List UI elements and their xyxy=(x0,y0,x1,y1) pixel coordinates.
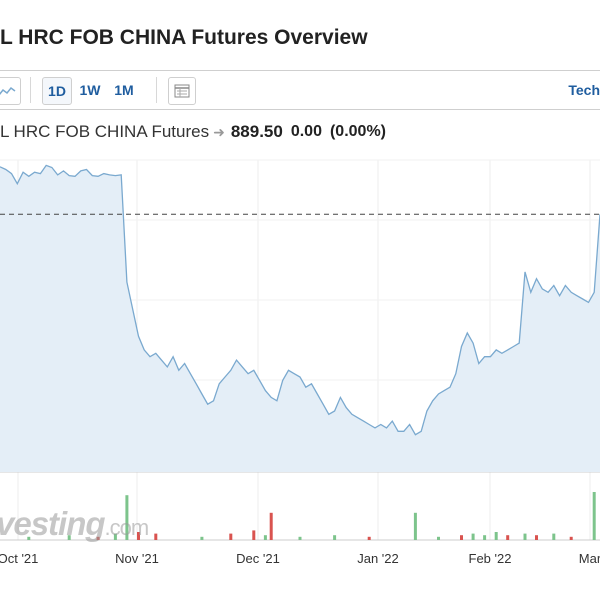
volume-bar xyxy=(494,532,498,540)
quote-header: L HRC FOB CHINA Futures ➜ 889.50 0.00 (0… xyxy=(0,122,386,142)
toolbar-divider xyxy=(30,77,31,103)
price-area xyxy=(0,164,600,472)
volume-bar xyxy=(535,535,538,540)
last-price: 889.50 xyxy=(230,122,283,141)
volume-bar xyxy=(125,495,129,540)
volume-bar xyxy=(252,530,256,540)
chart-type-button[interactable] xyxy=(0,77,21,105)
x-axis-tick-label: Jan '22 xyxy=(357,551,399,566)
toolbar-divider xyxy=(156,77,157,103)
volume-bar xyxy=(333,535,337,540)
price-line xyxy=(0,164,600,436)
volume-bar xyxy=(200,536,204,540)
x-axis-tick-label: Dec '21 xyxy=(236,551,280,566)
volume-bar xyxy=(113,533,117,540)
volume-bar xyxy=(367,536,371,540)
volume-bar xyxy=(471,533,475,540)
price-change-percent: (0.00%) xyxy=(329,123,386,140)
instrument-name: L HRC FOB CHINA Futures xyxy=(0,122,210,141)
x-axis-tick-label: Nov '21 xyxy=(115,551,159,566)
timeframe-1d-button[interactable]: 1D xyxy=(42,77,72,105)
volume-bar xyxy=(552,533,556,540)
volume-bar xyxy=(437,536,440,540)
volume-bar xyxy=(96,536,100,540)
volume-bar xyxy=(413,512,417,540)
price-area-fill xyxy=(0,165,600,472)
chart-toolbar: 1D 1W 1M Tech xyxy=(0,70,600,110)
area-chart-icon xyxy=(0,86,16,95)
price-change: 0.00 xyxy=(290,123,322,140)
volume-bar xyxy=(506,535,510,540)
x-axis: Oct '21 Nov '21 Dec '21 Jan '22 Feb '22 Mar xyxy=(0,551,600,566)
table-view-button[interactable] xyxy=(168,77,196,105)
volume-bar xyxy=(460,535,463,540)
page-title: L HRC FOB CHINA Futures Overview xyxy=(0,26,368,49)
x-axis-tick-label: Oct '21 xyxy=(0,551,38,566)
volume-bar xyxy=(269,512,273,540)
volume-bar xyxy=(483,535,487,540)
investing-watermark-logo: vesting.com xyxy=(0,505,149,542)
volume-bar xyxy=(67,535,71,540)
volume-bar xyxy=(592,492,596,540)
volume-bar xyxy=(137,532,140,540)
volume-bars xyxy=(27,492,596,540)
x-axis-tick-label: Feb '22 xyxy=(469,551,512,566)
volume-bar xyxy=(263,535,267,540)
volume-bar xyxy=(298,536,302,540)
right-arrow-icon: ➜ xyxy=(213,123,225,140)
volume-bar xyxy=(523,533,527,540)
volume-bar xyxy=(27,536,31,540)
volume-bar xyxy=(569,536,573,540)
table-icon xyxy=(174,84,190,98)
x-axis-tick-label: Mar xyxy=(579,551,600,566)
volume-bar xyxy=(229,533,233,540)
timeframe-1m-button[interactable]: 1M xyxy=(114,82,134,98)
volume-bar xyxy=(154,533,158,540)
technical-link[interactable]: Tech xyxy=(568,82,600,98)
timeframe-1w-button[interactable]: 1W xyxy=(79,82,101,98)
